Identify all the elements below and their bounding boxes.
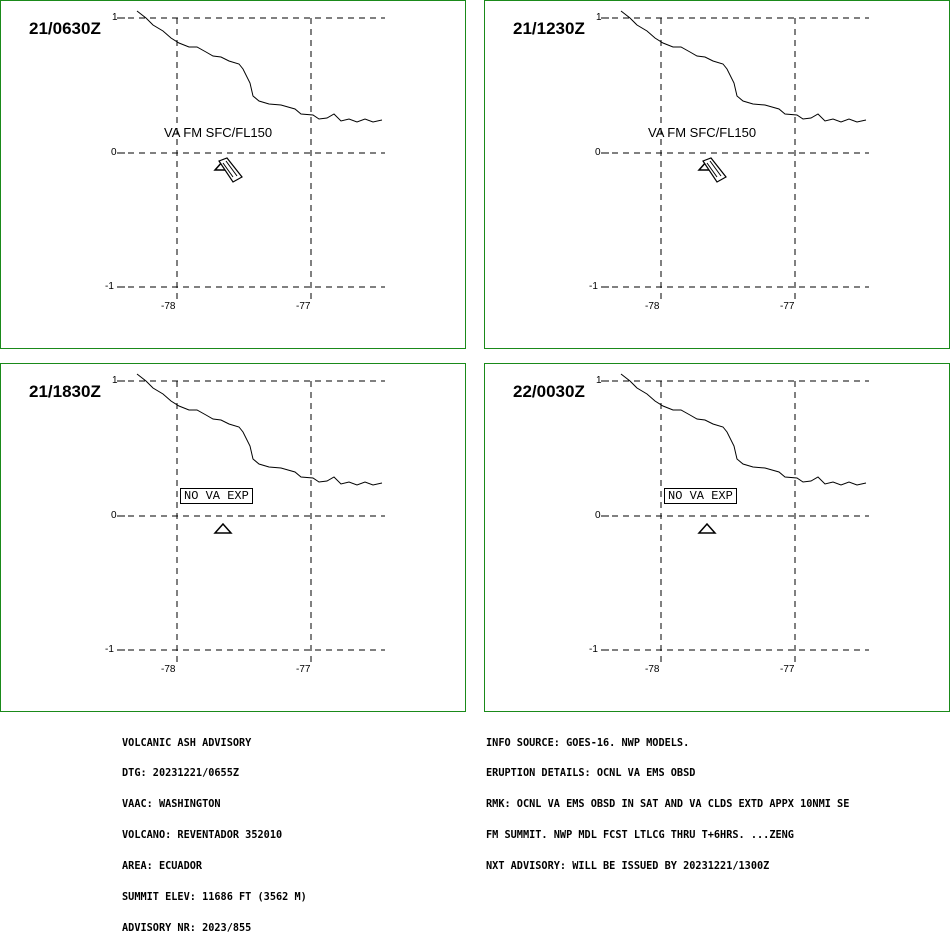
lon-label-m77: -77 — [296, 301, 311, 312]
map-graphic — [601, 373, 869, 664]
lat-label-0: 0 — [111, 510, 117, 521]
lon-label-m77: -77 — [780, 301, 795, 312]
advisory-line: RMK: OCNL VA EMS OBSD IN SAT AND VA CLDS… — [486, 797, 850, 811]
lat-label-0: 0 — [111, 147, 117, 158]
ash-label: VA FM SFC/FL150 — [648, 125, 757, 140]
lon-label-m77: -77 — [780, 664, 795, 675]
forecast-panel-4: 22/0030Z NO VA EXP 1 0 -1 -78 -77 — [484, 363, 950, 712]
panel-time: 21/1230Z — [513, 19, 585, 38]
ash-cloud-hatch — [222, 162, 234, 178]
advisory-details-text: INFO SOURCE: GOES-16. NWP MODELS. ERUPTI… — [486, 717, 849, 882]
lat-label-m1: -1 — [589, 644, 598, 655]
advisory-header-text: VOLCANIC ASH ADVISORY DTG: 20231221/0655… — [122, 717, 307, 944]
advisory-line: FM SUMMIT. NWP MDL FCST LTLCG THRU T+6HR… — [486, 828, 794, 842]
advisory-line: VOLCANIC ASH ADVISORY — [122, 735, 252, 749]
coastline — [620, 373, 867, 486]
ash-cloud-area — [218, 157, 243, 183]
lat-label-1: 1 — [112, 12, 118, 23]
ash-cloud-area — [702, 157, 727, 183]
forecast-panel-2: 21/1230Z VA FM SFC/FL150 1 0 -1 -78 -77 — [484, 0, 950, 349]
advisory-line: ERUPTION DETAILS: OCNL VA EMS OBSD — [486, 766, 696, 780]
lat-label-m1: -1 — [105, 644, 114, 655]
ash-cloud-hatch — [225, 160, 238, 177]
ash-cloud-hatch — [709, 160, 722, 177]
lon-label-m78: -78 — [161, 664, 176, 675]
forecast-panel-3: 21/1830Z NO VA EXP 1 0 -1 -78 -77 — [0, 363, 466, 712]
panel-time: 21/0630Z — [29, 19, 101, 38]
forecast-panel-1: 21/0630Z VA FM SFC/FL150 1 0 -1 -78 -77 — [0, 0, 466, 349]
map-graphic — [117, 10, 385, 301]
advisory-line: VAAC: WASHINGTON — [122, 797, 221, 811]
advisory-line: SUMMIT ELEV: 11686 FT (3562 M) — [122, 890, 307, 904]
panel-time: 21/1830Z — [29, 382, 101, 401]
volcano-icon — [213, 522, 233, 534]
coastline — [136, 373, 383, 486]
no-ash-label: NO VA EXP — [664, 488, 737, 504]
coastline — [620, 10, 867, 123]
lon-label-m77: -77 — [296, 664, 311, 675]
lon-label-m78: -78 — [161, 301, 176, 312]
lon-label-m78: -78 — [645, 664, 660, 675]
lat-label-m1: -1 — [589, 281, 598, 292]
lat-label-0: 0 — [595, 147, 601, 158]
advisory-line: DTG: 20231221/0655Z — [122, 766, 240, 780]
advisory-line: ADVISORY NR: 2023/855 — [122, 920, 252, 934]
no-ash-label: NO VA EXP — [180, 488, 253, 504]
lat-label-1: 1 — [596, 375, 602, 386]
lat-label-m1: -1 — [105, 281, 114, 292]
volcano-icon — [697, 522, 717, 534]
map-graphic — [117, 373, 385, 664]
panel-time: 22/0030Z — [513, 382, 585, 401]
advisory-line: INFO SOURCE: GOES-16. NWP MODELS. — [486, 735, 690, 749]
advisory-line: NXT ADVISORY: WILL BE ISSUED BY 20231221… — [486, 859, 770, 873]
advisory-line: AREA: ECUADOR — [122, 859, 203, 873]
lat-label-1: 1 — [112, 375, 118, 386]
lat-label-1: 1 — [596, 12, 602, 23]
ash-label: VA FM SFC/FL150 — [164, 125, 273, 140]
map-graphic — [601, 10, 869, 301]
lon-label-m78: -78 — [645, 301, 660, 312]
lat-label-0: 0 — [595, 510, 601, 521]
coastline — [136, 10, 383, 123]
ash-cloud-hatch — [706, 162, 718, 178]
advisory-line: VOLCANO: REVENTADOR 352010 — [122, 828, 283, 842]
